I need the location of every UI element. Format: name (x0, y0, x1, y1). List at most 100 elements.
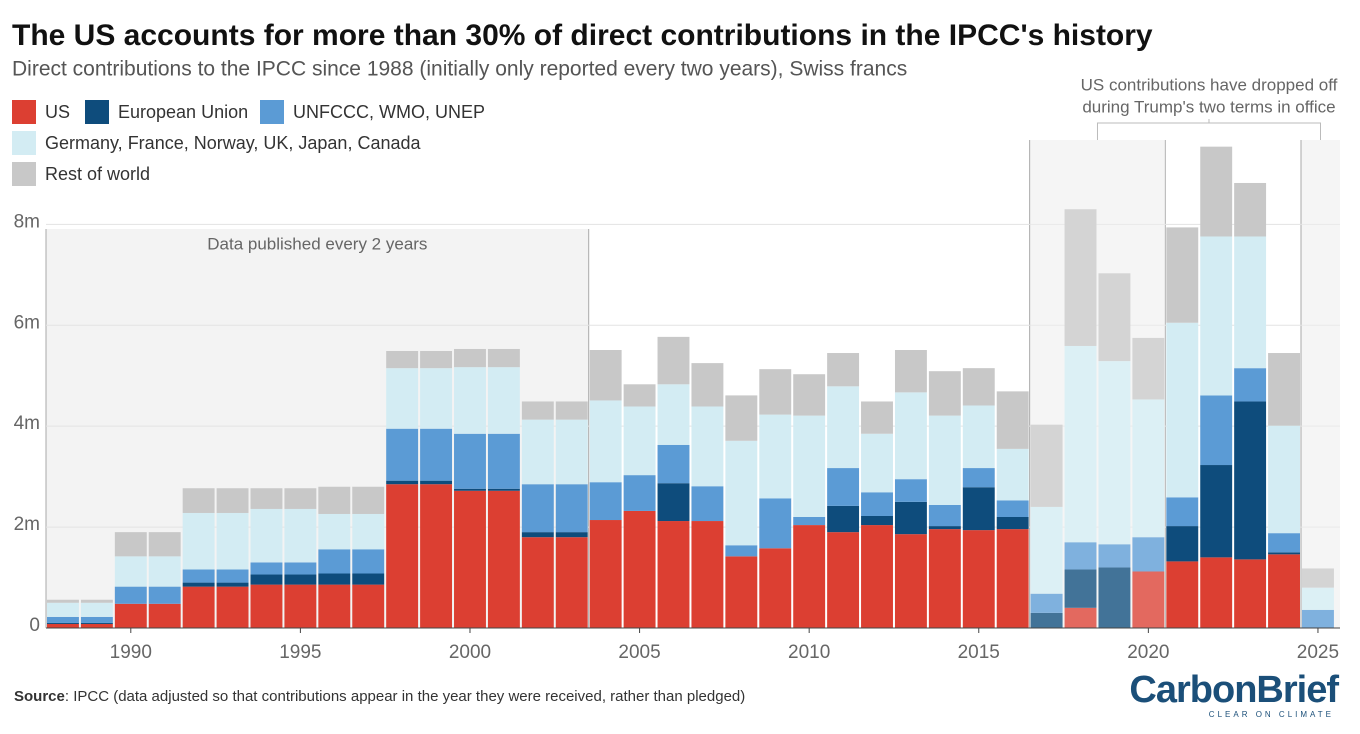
annotation-bracket (1096, 119, 1321, 140)
bar-segment (1132, 337, 1165, 400)
legend-swatch (85, 100, 109, 124)
bar-segment (1234, 182, 1267, 237)
legend-label: Germany, France, Norway, UK, Japan, Cana… (45, 133, 421, 153)
bar-segment (386, 351, 419, 369)
bar-segment (1200, 465, 1233, 558)
bar-segment (1234, 368, 1267, 402)
bar-segment (80, 623, 113, 628)
bar-segment (1166, 227, 1199, 323)
bar-segment (454, 367, 486, 434)
bar-segment (623, 406, 656, 476)
bar-segment (521, 537, 554, 628)
bar-segment (487, 348, 520, 368)
bar-segment (1064, 345, 1097, 543)
bar-segment (1234, 559, 1267, 628)
bar-segment (114, 586, 147, 604)
source-label: Source (14, 688, 65, 705)
bar-segment (182, 569, 215, 583)
bar-segment (1030, 424, 1063, 507)
bar-segment (589, 520, 622, 628)
x-tick-label: 2025 (1297, 642, 1339, 663)
bar-segment (487, 367, 520, 434)
chart-subtitle: Direct contributions to the IPCC since 1… (12, 58, 907, 81)
bar-segment (996, 517, 1029, 530)
bar-segment (1200, 395, 1233, 466)
bar-segment (928, 504, 961, 527)
bar-segment (284, 488, 317, 509)
bar-segment (148, 532, 181, 557)
source-text: : IPCC (data adjusted so that contributi… (65, 688, 745, 705)
bar-segment (555, 484, 588, 533)
bar-segment (1268, 425, 1300, 534)
bar-segment (1200, 236, 1233, 396)
legend-swatch (12, 131, 36, 155)
logo: CarbonBrief (1129, 669, 1339, 711)
bar-segment (623, 384, 656, 407)
bar-segment (250, 584, 283, 628)
bar-segment (521, 484, 554, 533)
bar-segment (47, 599, 79, 603)
region-overlay (1030, 140, 1166, 628)
bar-segment (487, 490, 520, 628)
bar-segment (250, 508, 283, 563)
bar-segment (996, 529, 1029, 628)
bar-segment (657, 521, 690, 628)
bar-segment (420, 351, 453, 369)
bar-segment (827, 532, 860, 628)
shaded-region (1300, 140, 1340, 628)
bar-segment (1030, 506, 1063, 594)
legend-label: US (45, 102, 70, 122)
bar-segment (555, 419, 588, 485)
bar-segment (962, 487, 995, 531)
bar-segment (352, 549, 385, 574)
bar-segment (318, 573, 351, 585)
x-tick-label: 2005 (618, 642, 660, 663)
bar-segment (182, 586, 215, 628)
bar-segment (1200, 557, 1233, 628)
bar-segment (894, 392, 927, 480)
bar-segment (1301, 587, 1334, 610)
region-overlay (1301, 140, 1340, 628)
bar-segment (148, 603, 181, 628)
bar-segment (284, 584, 317, 628)
bar-segment (454, 433, 486, 489)
bar-segment (47, 622, 79, 624)
bar-segment (928, 529, 961, 628)
bar-segment (827, 386, 860, 469)
y-tick-label: 8m (14, 211, 40, 232)
bar-segment (182, 512, 215, 570)
bar-segment (420, 368, 453, 429)
bar-segment (691, 363, 724, 407)
bar-segment (793, 374, 826, 416)
bar-segment (250, 574, 283, 585)
bar-segment (1166, 561, 1199, 628)
bar-segment (725, 395, 758, 441)
legend-swatch (12, 100, 36, 124)
bar-segment (928, 526, 961, 530)
bar-segment (657, 483, 690, 522)
bar-segment (521, 532, 554, 538)
bar-segment (894, 349, 927, 393)
bar-segment (725, 556, 758, 628)
legend-label: Rest of world (45, 164, 150, 184)
bar-segment (250, 488, 283, 509)
bar-segment (589, 400, 622, 483)
bar-segment (454, 348, 486, 368)
x-tick-label: 2020 (1127, 642, 1169, 663)
y-tick-label: 4m (14, 413, 40, 434)
legend-label: UNFCCC, WMO, UNEP (293, 102, 485, 122)
bar-segment (861, 515, 893, 526)
bar-segment (861, 492, 893, 516)
bar-segment (318, 549, 351, 574)
bar-segment (962, 530, 995, 628)
bar-segment (352, 486, 385, 514)
bar-segment (386, 480, 419, 485)
bar-segment (352, 584, 385, 628)
bar-segment (691, 406, 724, 487)
bar-segment (894, 534, 927, 628)
bar-segment (318, 584, 351, 628)
bar-segment (148, 586, 181, 604)
bar-segment (1064, 607, 1097, 628)
bar-segment (386, 368, 419, 429)
bar-segment (487, 433, 520, 489)
